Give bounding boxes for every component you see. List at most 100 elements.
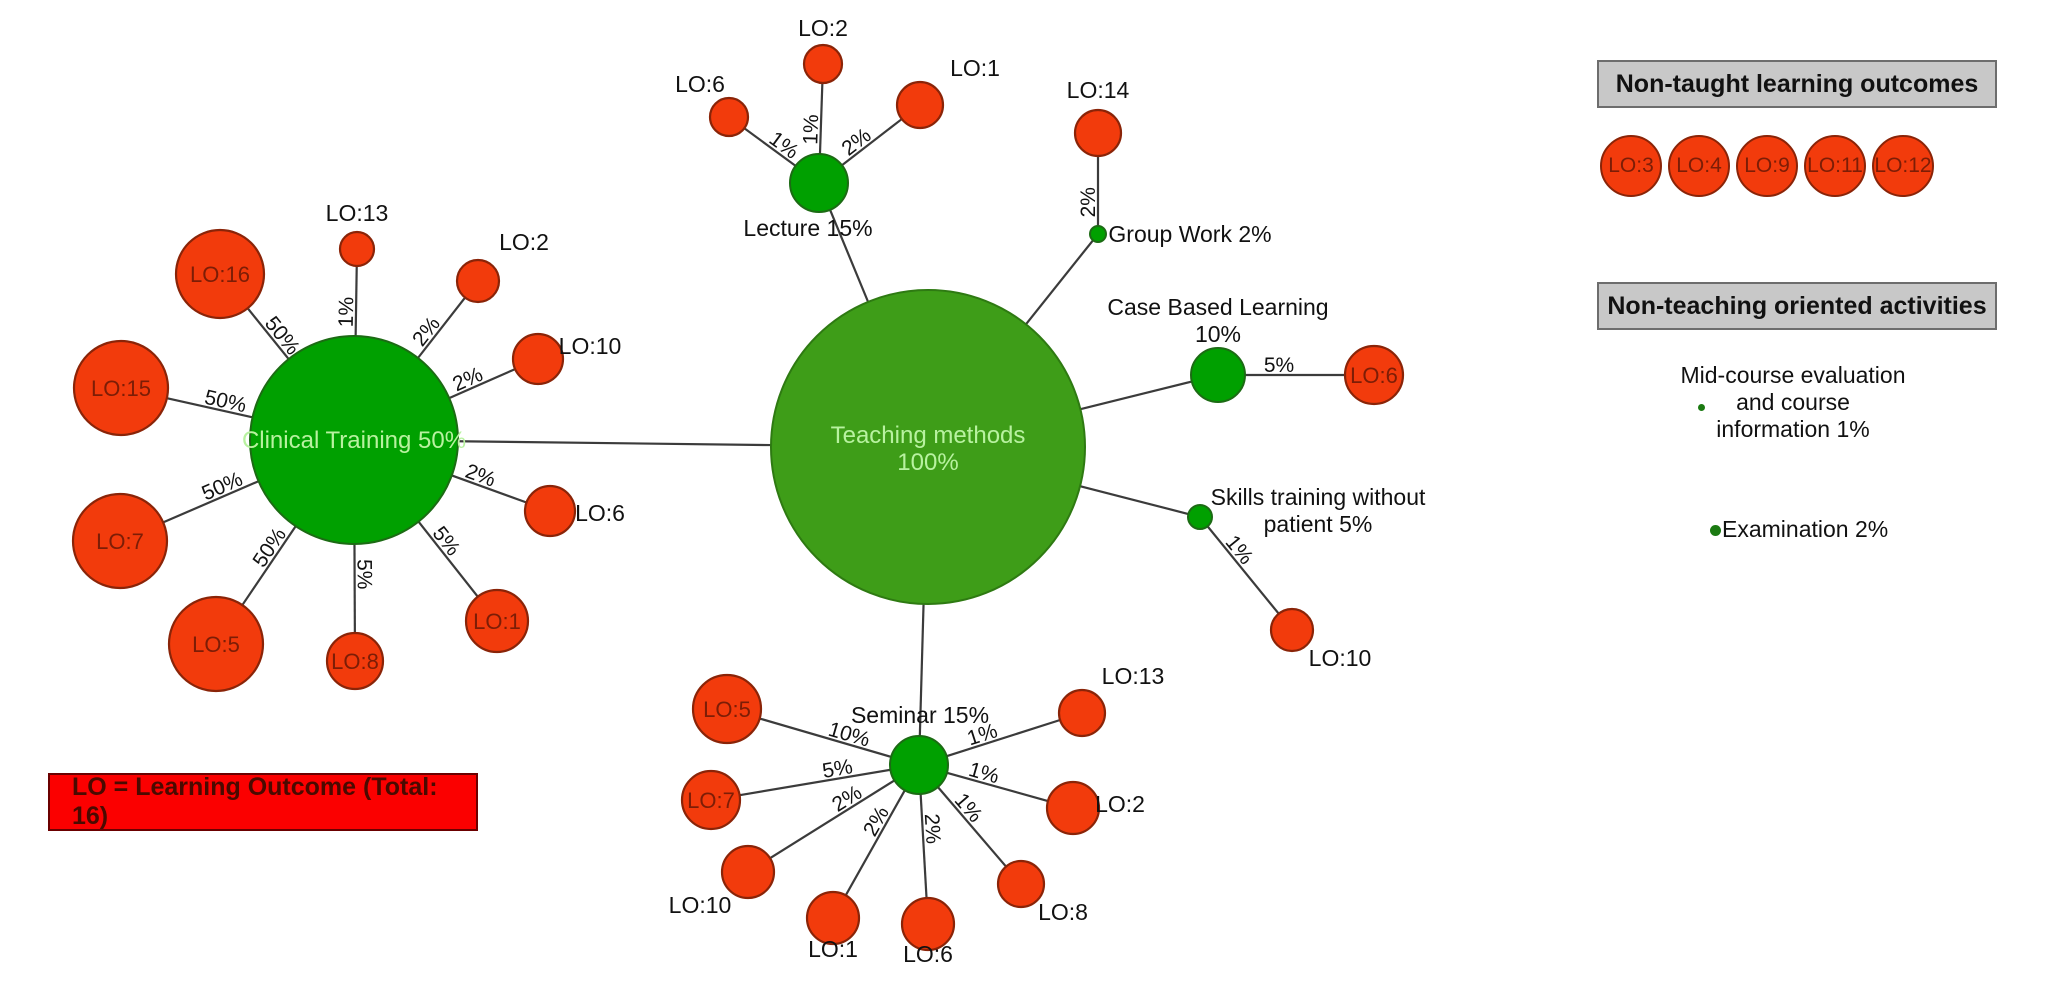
method-label-case-based-learning: Case Based Learning 10% bbox=[1107, 294, 1328, 347]
legend-lo-chip: LO:3 bbox=[1600, 135, 1662, 197]
method-label-lecture: Lecture 15% bbox=[743, 215, 872, 241]
node-method-seminar[interactable] bbox=[889, 735, 949, 795]
node-learning-outcome[interactable] bbox=[680, 769, 742, 831]
edge-percent-label: 2% bbox=[920, 813, 945, 845]
learning-outcome-label: LO:6 bbox=[675, 71, 725, 97]
node-teaching-methods-root[interactable] bbox=[770, 289, 1086, 605]
learning-outcome-label: LO:10 bbox=[669, 892, 732, 918]
node-learning-outcome[interactable] bbox=[1057, 688, 1107, 738]
edge-percent-label: 5% bbox=[428, 522, 465, 560]
node-learning-outcome[interactable] bbox=[325, 631, 385, 691]
edge-clinical-training-to-lo bbox=[451, 474, 527, 504]
learning-outcome-label: LO:16 bbox=[190, 262, 250, 287]
node-learning-outcome[interactable] bbox=[464, 588, 530, 654]
edge-percent-label: 2% bbox=[408, 313, 445, 351]
edge-seminar-to-lo bbox=[937, 786, 1007, 868]
edge-percent-label: 2% bbox=[449, 363, 486, 396]
edge-root-to-clinical-training bbox=[457, 440, 772, 447]
edge-lecture-to-lo bbox=[841, 118, 903, 167]
node-learning-outcome[interactable] bbox=[802, 43, 844, 85]
learning-outcome-label: LO:14 bbox=[1067, 77, 1130, 103]
legend-lo-chip: LO:12 bbox=[1872, 135, 1934, 197]
node-method-group-work[interactable] bbox=[1089, 225, 1107, 243]
node-learning-outcome[interactable] bbox=[996, 859, 1046, 909]
edge-seminar-to-lo bbox=[769, 779, 895, 860]
legend-lo-chip: LO:11 bbox=[1804, 135, 1866, 197]
learning-outcome-label: LO:1 bbox=[950, 55, 1000, 81]
edge-clinical-training-to-lo bbox=[354, 265, 358, 337]
edge-seminar-to-lo bbox=[759, 717, 892, 758]
node-learning-outcome[interactable] bbox=[1343, 344, 1405, 406]
learning-outcome-label: LO:13 bbox=[1102, 663, 1165, 689]
edge-percent-label: 5% bbox=[821, 755, 855, 783]
edge-seminar-to-lo bbox=[919, 793, 928, 899]
edge-clinical-training-to-lo bbox=[417, 296, 466, 359]
edge-seminar-to-lo bbox=[844, 789, 906, 896]
non-teaching-activity-item: Examination 2% bbox=[1722, 516, 1889, 542]
node-learning-outcome[interactable] bbox=[708, 96, 750, 138]
node-learning-outcome[interactable] bbox=[72, 339, 170, 437]
labels-layer: 50%1%2%2%50%50%50%5%5%2%1%1% 2%2%5%1%10%5… bbox=[91, 15, 1426, 967]
node-learning-outcome[interactable] bbox=[895, 80, 945, 130]
edge-seminar-to-lo bbox=[946, 718, 1061, 758]
node-learning-outcome[interactable] bbox=[455, 258, 501, 304]
node-learning-outcome[interactable] bbox=[523, 484, 577, 538]
edge-percent-label: 1% bbox=[765, 127, 803, 164]
node-method-case-based-learning[interactable] bbox=[1190, 347, 1246, 403]
edge-lecture-to-lo bbox=[818, 82, 824, 155]
edge-skills-training-to-lo bbox=[1206, 525, 1280, 615]
nodes-layer bbox=[71, 43, 1405, 952]
node-method-skills-training[interactable] bbox=[1187, 504, 1213, 530]
node-learning-outcome[interactable] bbox=[1045, 780, 1101, 836]
learning-outcome-label: LO:1 bbox=[808, 936, 858, 962]
edge-percent-label: 2% bbox=[837, 124, 875, 161]
node-learning-outcome[interactable] bbox=[900, 896, 956, 952]
learning-outcome-label: LO:5 bbox=[703, 697, 751, 722]
node-learning-outcome[interactable] bbox=[71, 492, 169, 590]
node-learning-outcome[interactable] bbox=[691, 673, 763, 745]
learning-outcome-label: LO:8 bbox=[331, 649, 379, 674]
edges-layer bbox=[162, 82, 1345, 899]
learning-outcome-label: LO:7 bbox=[687, 788, 735, 813]
edge-percent-label: 1% bbox=[966, 758, 1001, 788]
node-learning-outcome[interactable] bbox=[805, 890, 861, 946]
edge-clinical-training-to-lo bbox=[162, 480, 259, 524]
edge-percent-label: 1% bbox=[335, 297, 358, 328]
learning-outcome-label: LO:7 bbox=[96, 529, 144, 554]
edge-root-to-case-based-learning bbox=[1080, 380, 1193, 411]
edge-percent-label: 2% bbox=[1077, 187, 1100, 217]
edge-root-to-seminar bbox=[918, 603, 925, 737]
learning-outcome-label: LO:15 bbox=[91, 376, 151, 401]
learning-outcome-label: LO:13 bbox=[326, 200, 389, 226]
edge-clinical-training-to-lo bbox=[246, 307, 290, 360]
learning-outcome-label: LO:2 bbox=[1095, 791, 1145, 817]
edge-root-to-group-work bbox=[1025, 239, 1094, 325]
edge-percent-label: 1% bbox=[799, 114, 823, 145]
learning-outcome-label: LO:6 bbox=[1350, 363, 1398, 388]
node-method-lecture[interactable] bbox=[789, 153, 849, 213]
node-learning-outcome[interactable] bbox=[338, 230, 376, 268]
edge-percent-label: 50% bbox=[248, 524, 291, 572]
edge-percent-label: 2% bbox=[462, 460, 498, 492]
bullet-dot-icon bbox=[1698, 404, 1705, 411]
node-learning-outcome[interactable] bbox=[1269, 607, 1315, 653]
bullet-dot-icon bbox=[1710, 525, 1721, 536]
node-learning-outcome[interactable] bbox=[1073, 108, 1123, 158]
legend-lo-chip: LO:9 bbox=[1736, 135, 1798, 197]
node-method-clinical-training[interactable] bbox=[249, 335, 459, 545]
node-learning-outcome[interactable] bbox=[720, 844, 776, 900]
edge-percent-label: 5% bbox=[353, 559, 376, 589]
learning-outcome-label: LO:5 bbox=[192, 632, 240, 657]
edge-lecture-to-lo bbox=[743, 127, 797, 167]
learning-outcome-label: LO:8 bbox=[1038, 899, 1088, 925]
legend-non-taught-header: Non-taught learning outcomes bbox=[1597, 60, 1997, 108]
edge-root-to-skills-training bbox=[1079, 485, 1189, 516]
edge-percent-label: 5% bbox=[1264, 354, 1294, 377]
node-learning-outcome[interactable] bbox=[174, 228, 266, 320]
learning-outcome-label: LO:10 bbox=[1309, 645, 1372, 671]
edge-percent-label: 50% bbox=[202, 386, 248, 418]
node-learning-outcome[interactable] bbox=[167, 595, 265, 693]
edge-clinical-training-to-lo bbox=[166, 397, 253, 419]
root-node-label: Teaching methods 100% bbox=[831, 422, 1026, 476]
node-learning-outcome[interactable] bbox=[511, 332, 565, 386]
